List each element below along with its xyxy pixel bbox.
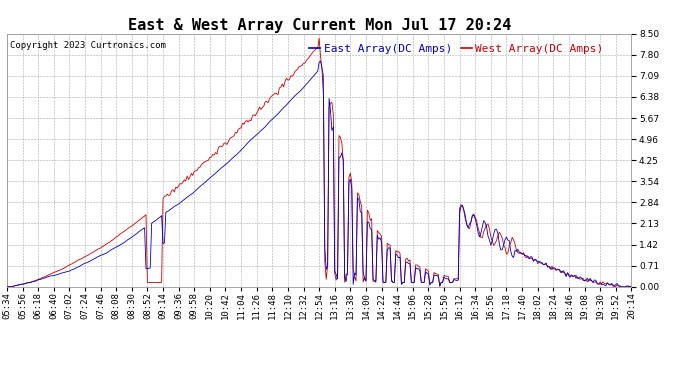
Legend: East Array(DC Amps), West Array(DC Amps): East Array(DC Amps), West Array(DC Amps) — [305, 39, 608, 58]
Title: East & West Array Current Mon Jul 17 20:24: East & West Array Current Mon Jul 17 20:… — [128, 18, 511, 33]
Text: Copyright 2023 Curtronics.com: Copyright 2023 Curtronics.com — [10, 41, 166, 50]
